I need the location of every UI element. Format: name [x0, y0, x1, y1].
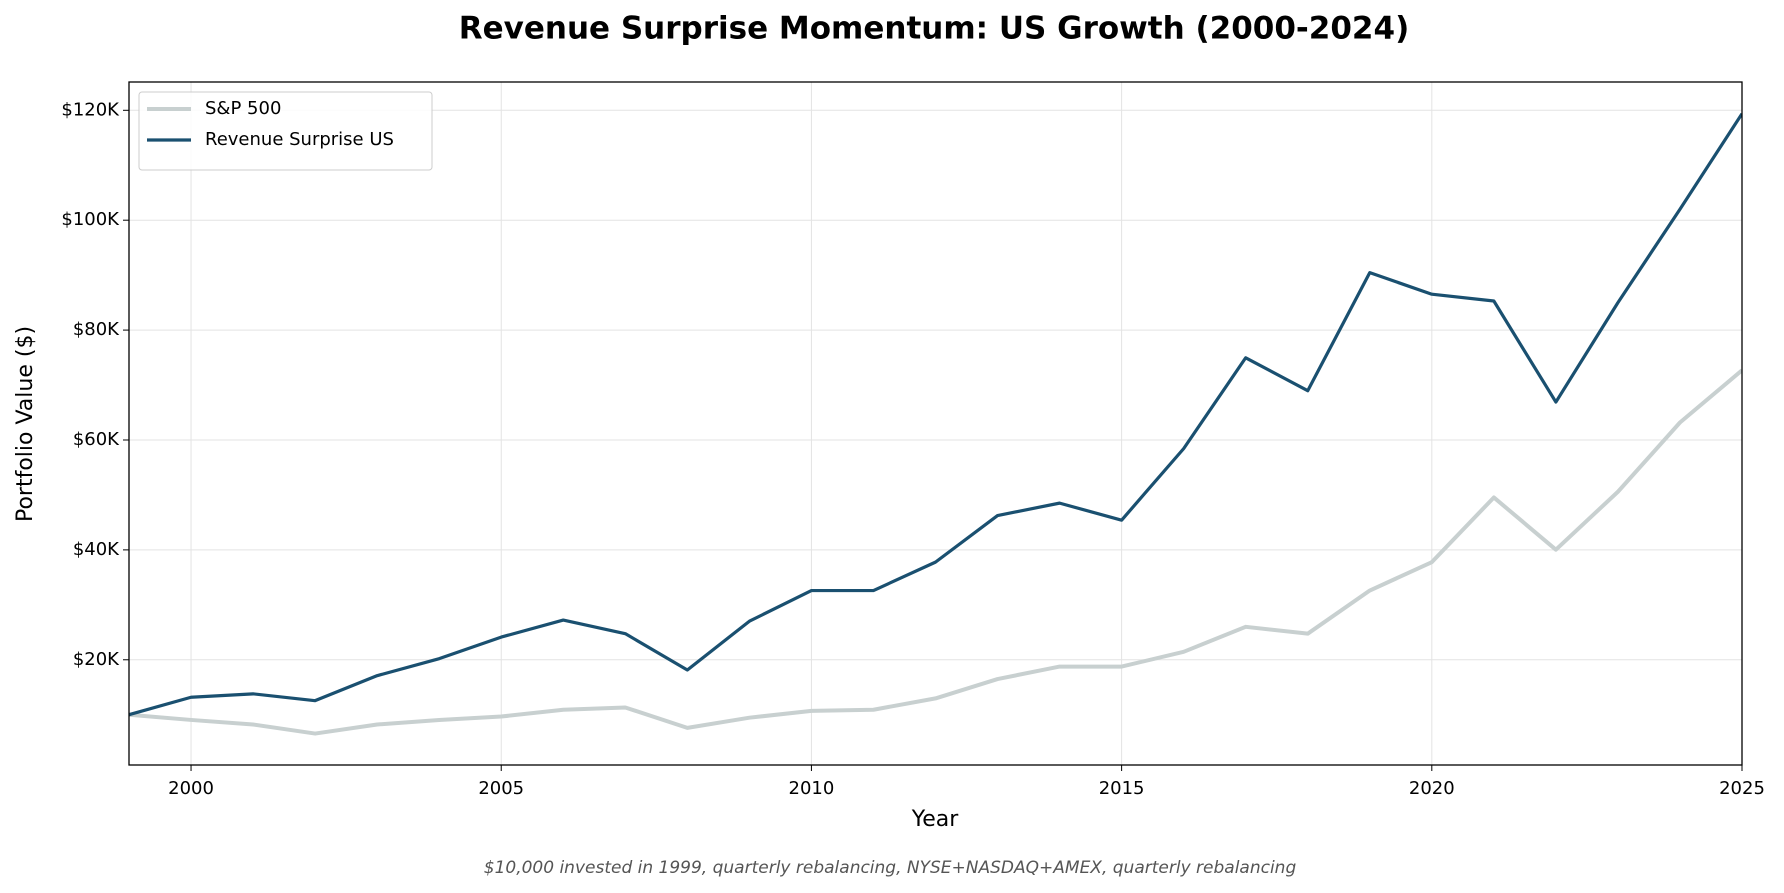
legend-box: [138, 91, 433, 171]
x-tick-label: 2020: [1409, 778, 1455, 799]
y-tick-label: $60K: [73, 429, 120, 450]
footnote: $10,000 invested in 1999, quarterly reba…: [484, 858, 1297, 878]
y-tick-label: $20K: [73, 649, 120, 670]
x-tick-label: 2015: [1099, 778, 1145, 799]
line-series: [129, 368, 1742, 736]
y-axis-label: Portfolio Value ($): [13, 326, 38, 522]
y-tick-label: $80K: [73, 319, 120, 340]
x-tick-label: 2000: [168, 778, 214, 799]
x-tick-label: 2005: [478, 778, 524, 799]
y-tick-label: $40K: [73, 539, 120, 560]
y-tick-label: $120K: [61, 99, 120, 120]
y-tick-label: $100K: [61, 209, 120, 230]
x-axis-label: Year: [911, 807, 960, 832]
x-tick-label: 2010: [789, 778, 835, 799]
legend-label: S&P 500: [205, 98, 281, 119]
plot-frame: [128, 81, 1743, 766]
chart-title: Revenue Surprise Momentum: US Growth (20…: [459, 11, 1409, 47]
legend-label: Revenue Surprise US: [205, 129, 394, 150]
line-series: [129, 112, 1742, 717]
x-tick-label: 2025: [1719, 778, 1765, 799]
